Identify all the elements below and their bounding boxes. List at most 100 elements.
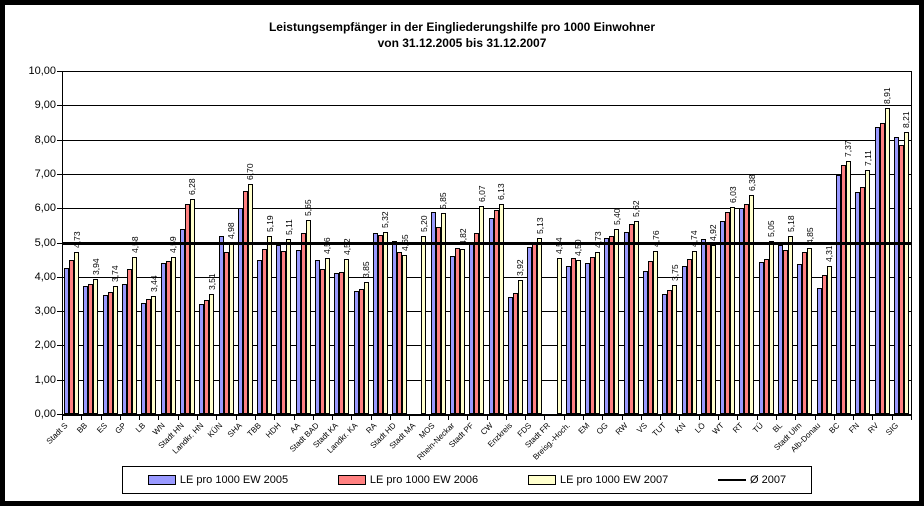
bar-le-pro-1000-ew-2005	[585, 262, 591, 414]
category-label: ES	[94, 421, 109, 435]
bar-le-pro-1000-ew-2005	[218, 235, 224, 414]
y-axis-label: 0,00	[34, 408, 56, 420]
category-label: KÜN	[206, 421, 225, 440]
y-axis-tick	[57, 173, 62, 175]
chart-title-line1: Leistungsempfänger in der Eingliederungs…	[268, 20, 656, 34]
x-axis-tick	[390, 416, 392, 420]
x-axis-tick	[409, 416, 411, 420]
gridline	[62, 173, 911, 175]
y-axis-label: 7,00	[34, 167, 56, 180]
category-label: SHA	[225, 421, 244, 439]
bar-le-pro-1000-ew-2007	[614, 228, 620, 414]
bar-le-pro-1000-ew-2006	[358, 289, 364, 414]
chart-title: Leistungsempfänger in der Eingliederungs…	[5, 19, 919, 51]
bar-value-label: 7,37	[843, 140, 854, 158]
bar-value-label: 5,11	[283, 218, 294, 235]
bar-value-label: 6,38	[746, 174, 757, 192]
bar-value-label: 5,85	[438, 192, 449, 210]
y-axis-tick	[57, 105, 62, 107]
bar-le-pro-1000-ew-2007	[363, 281, 369, 414]
bar-le-pro-1000-ew-2007	[209, 293, 215, 414]
y-axis-tick	[57, 139, 62, 141]
bar-le-pro-1000-ew-2005	[893, 136, 899, 414]
gridline	[62, 139, 911, 141]
legend-swatch-icon	[527, 475, 556, 485]
bar-value-label: 3,74	[110, 265, 121, 282]
x-axis-tick	[467, 416, 469, 420]
bar-value-label: 4,52	[341, 238, 352, 255]
bar-le-pro-1000-ew-2006	[204, 299, 210, 414]
bar-le-pro-1000-ew-2007	[537, 238, 543, 414]
bar-le-pro-1000-ew-2006	[69, 259, 75, 414]
category-label: BL	[770, 421, 784, 435]
bar-le-pro-1000-ew-2005	[353, 291, 359, 414]
bar-value-label: 4,82	[457, 228, 468, 245]
bar-le-pro-1000-ew-2007	[653, 250, 658, 414]
bar-value-label: 4,65	[399, 233, 410, 251]
x-axis-tick	[428, 416, 430, 420]
bar-le-pro-1000-ew-2005	[276, 245, 282, 414]
bar-value-label: 5,62	[631, 200, 642, 218]
x-axis-tick	[81, 416, 83, 420]
category-label: TBB	[245, 421, 263, 439]
x-axis-tick	[833, 416, 835, 420]
bar-le-pro-1000-ew-2007	[556, 258, 562, 414]
category-label: OG	[595, 421, 611, 437]
x-axis-tick	[197, 416, 199, 420]
bar-le-pro-1000-ew-2006	[860, 186, 866, 414]
x-axis-tick	[100, 416, 102, 420]
x-axis-tick	[640, 416, 642, 420]
bar-le-pro-1000-ew-2006	[300, 233, 306, 414]
category-label: SIG	[883, 421, 900, 438]
legend-swatch-icon	[337, 475, 366, 485]
bar-value-label: 4,85	[804, 227, 815, 244]
bar-le-pro-1000-ew-2007	[575, 259, 581, 414]
bar-le-pro-1000-ew-2005	[681, 266, 687, 414]
x-axis-tick	[698, 416, 700, 420]
legend-label: LE pro 1000 EW 2006	[369, 474, 479, 486]
bar-value-label: 6,13	[496, 183, 507, 200]
x-axis-tick	[775, 416, 777, 420]
bar-le-pro-1000-ew-2005	[565, 266, 571, 414]
chart-title-line2: von 31.12.2005 bis 31.12.2007	[377, 36, 547, 50]
bar-le-pro-1000-ew-2007	[479, 205, 485, 414]
bar-le-pro-1000-ew-2006	[512, 292, 518, 414]
category-label: RT	[731, 421, 746, 435]
bar-le-pro-1000-ew-2007	[382, 231, 388, 414]
legend-label: Ø 2007	[749, 474, 787, 486]
bar-le-pro-1000-ew-2005	[257, 260, 263, 414]
bar-le-pro-1000-ew-2005	[507, 297, 513, 414]
bar-le-pro-1000-ew-2007	[633, 221, 639, 414]
bar-le-pro-1000-ew-2007	[826, 266, 832, 414]
bar-le-pro-1000-ew-2007	[884, 108, 890, 414]
bar-le-pro-1000-ew-2006	[146, 298, 152, 414]
bar-le-pro-1000-ew-2005	[199, 303, 205, 414]
x-axis-tick	[332, 416, 334, 420]
bar-le-pro-1000-ew-2005	[739, 208, 745, 414]
y-axis-label: 5,00	[34, 236, 56, 249]
category-label: BC	[827, 421, 842, 436]
bar-le-pro-1000-ew-2006	[474, 232, 480, 414]
bar-le-pro-1000-ew-2005	[662, 293, 668, 414]
bar-le-pro-1000-ew-2005	[527, 246, 533, 414]
bar-le-pro-1000-ew-2007	[305, 220, 311, 414]
bar-le-pro-1000-ew-2006	[223, 251, 229, 414]
bar-le-pro-1000-ew-2006	[165, 261, 171, 414]
gridline	[62, 208, 911, 210]
bar-value-label: 4,73	[71, 231, 82, 248]
bar-le-pro-1000-ew-2007	[460, 248, 466, 414]
bar-le-pro-1000-ew-2007	[93, 278, 99, 414]
category-label: TUT	[650, 421, 669, 439]
x-axis-tick	[312, 416, 314, 420]
bar-le-pro-1000-ew-2006	[725, 212, 731, 414]
bar-le-pro-1000-ew-2006	[281, 251, 287, 414]
bar-le-pro-1000-ew-2007	[421, 235, 427, 414]
bar-le-pro-1000-ew-2007	[865, 170, 871, 414]
gridline	[62, 311, 911, 313]
legend-line-icon	[717, 479, 746, 481]
bar-le-pro-1000-ew-2007	[845, 161, 851, 414]
bar-value-label: 4,98	[226, 222, 236, 240]
category-label: RW	[613, 421, 630, 437]
x-axis-tick	[158, 416, 160, 420]
legend-item: LE pro 1000 EW 2006	[337, 474, 479, 486]
